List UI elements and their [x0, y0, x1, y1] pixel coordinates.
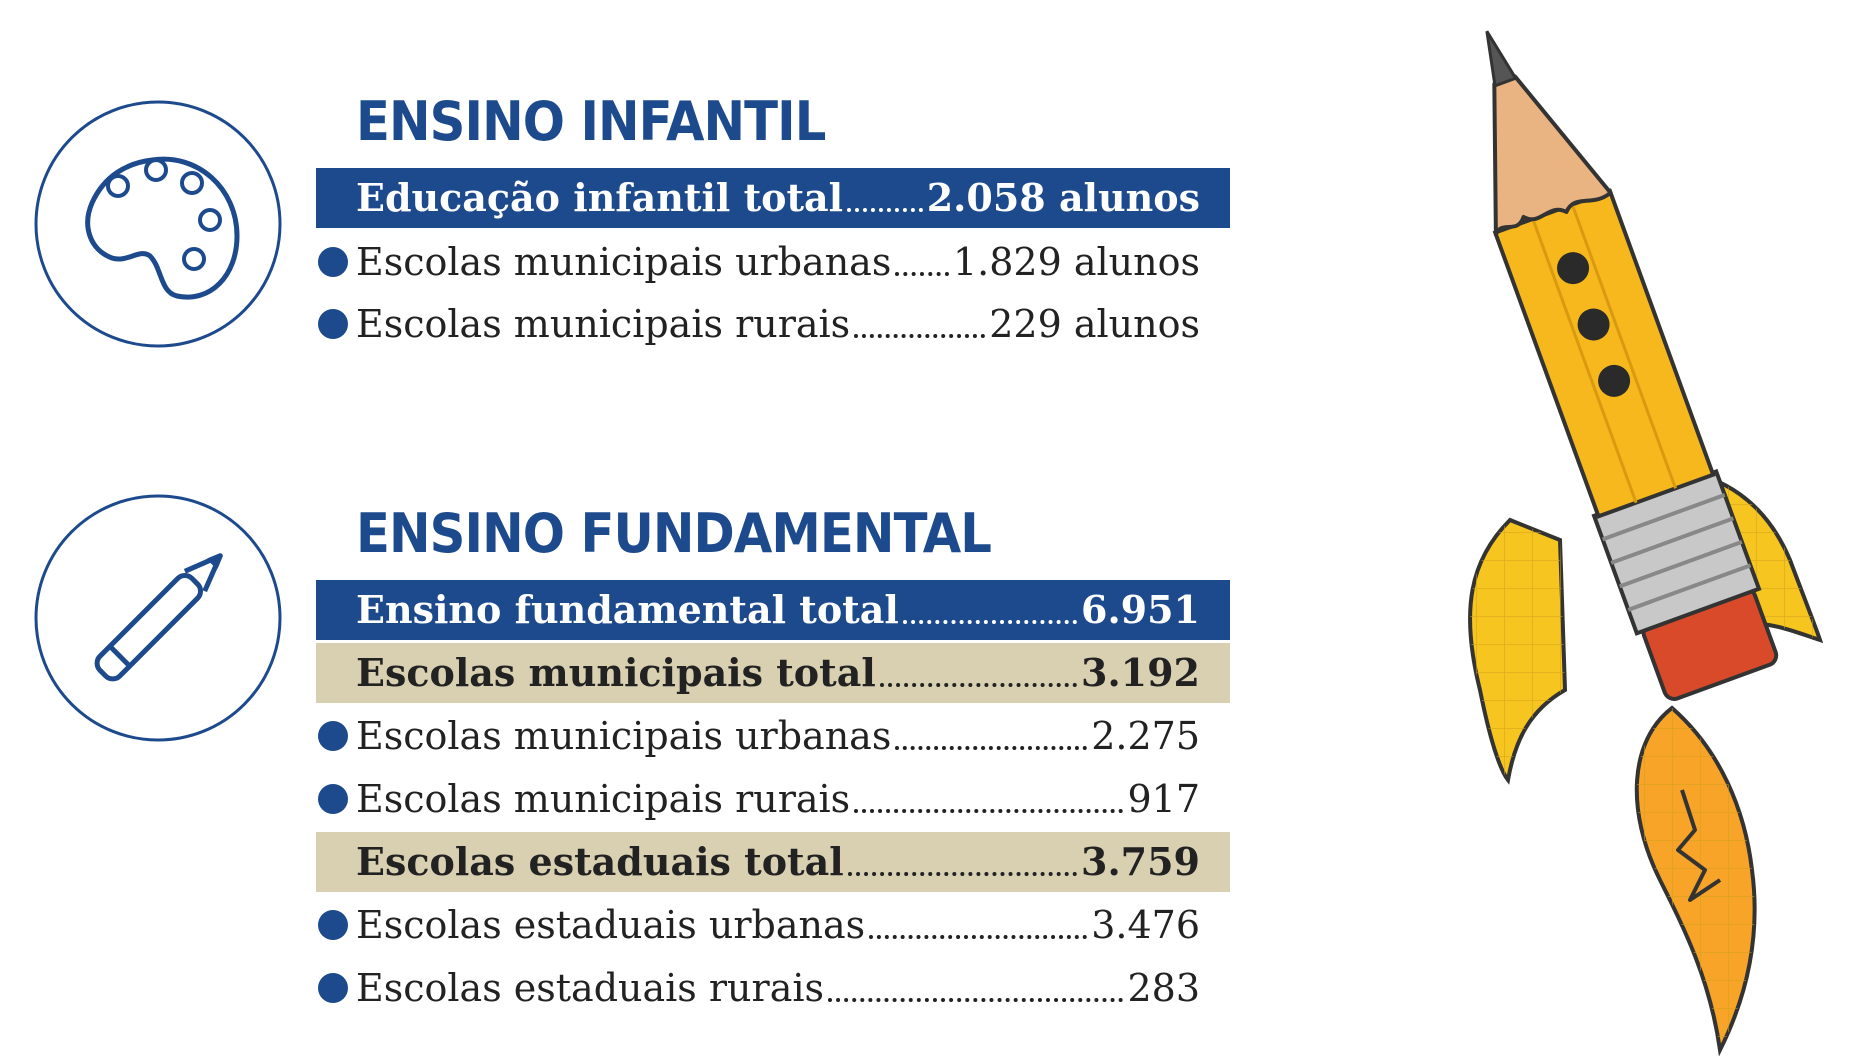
row-value: 3.759 — [1081, 839, 1200, 884]
row-value: 2.058 alunos — [926, 175, 1200, 220]
bullet-icon — [318, 784, 348, 814]
palette-icon — [34, 100, 282, 348]
row-label: Escolas municipais rurais — [356, 302, 851, 346]
row-label: Escolas municipais urbanas — [356, 240, 892, 284]
municipais-total-row: Escolas municipais total 3.192 — [316, 643, 1230, 703]
row-value: 3.476 — [1091, 903, 1200, 947]
fundamental-title: ENSINO FUNDAMENTAL — [356, 502, 992, 565]
row-label: Educação infantil total — [356, 175, 844, 220]
estaduais-total-row: Escolas estaduais total 3.759 — [316, 832, 1230, 892]
row-label: Ensino fundamental total — [356, 587, 899, 632]
dot-leader — [895, 272, 949, 276]
bullet-icon — [318, 721, 348, 751]
row-value: 1.829 alunos — [953, 240, 1200, 284]
bullet-icon — [318, 247, 348, 277]
dot-leader — [902, 620, 1077, 624]
row-value: 6.951 — [1081, 587, 1200, 632]
municipais-item-row: Escolas municipais urbanas 2.275 — [316, 706, 1230, 766]
dot-leader — [879, 683, 1077, 687]
bullet-icon — [318, 973, 348, 1003]
municipais-item-row: Escolas municipais rurais 917 — [316, 769, 1230, 829]
dot-leader — [854, 334, 986, 338]
row-value: 2.275 — [1091, 714, 1200, 758]
dot-leader — [828, 998, 1124, 1002]
estaduais-item-row: Escolas estaduais rurais 283 — [316, 958, 1230, 1018]
dot-leader — [854, 809, 1124, 813]
pencil-rocket-illustration — [1468, 30, 1824, 1056]
row-label: Escolas estaduais rurais — [356, 966, 825, 1010]
pencil-icon — [34, 494, 282, 742]
dot-leader — [869, 935, 1088, 939]
dot-leader — [895, 746, 1088, 750]
row-label: Escolas municipais rurais — [356, 777, 851, 821]
flame-icon — [1634, 705, 1757, 1056]
infantil-item-row: Escolas municipais rurais 229 alunos — [316, 294, 1230, 354]
bullet-icon — [318, 910, 348, 940]
estaduais-item-row: Escolas estaduais urbanas 3.476 — [316, 895, 1230, 955]
row-label: Escolas estaduais urbanas — [356, 903, 866, 947]
row-value: 229 alunos — [989, 302, 1200, 346]
infantil-title: ENSINO INFANTIL — [356, 90, 826, 153]
bullet-icon — [318, 309, 348, 339]
row-label: Escolas estaduais total — [356, 839, 844, 884]
dot-leader — [847, 872, 1077, 876]
row-label: Escolas municipais urbanas — [356, 714, 892, 758]
row-label: Escolas municipais total — [356, 650, 876, 695]
row-value: 917 — [1127, 777, 1200, 821]
left-fin — [1468, 517, 1568, 785]
dot-leader — [847, 208, 923, 212]
row-value: 3.192 — [1081, 650, 1200, 695]
infantil-item-row: Escolas municipais urbanas 1.829 alunos — [316, 232, 1230, 292]
infantil-total-row: Educação infantil total 2.058 alunos — [316, 168, 1230, 228]
row-value: 283 — [1127, 966, 1200, 1010]
fundamental-total-row: Ensino fundamental total 6.951 — [316, 580, 1230, 640]
